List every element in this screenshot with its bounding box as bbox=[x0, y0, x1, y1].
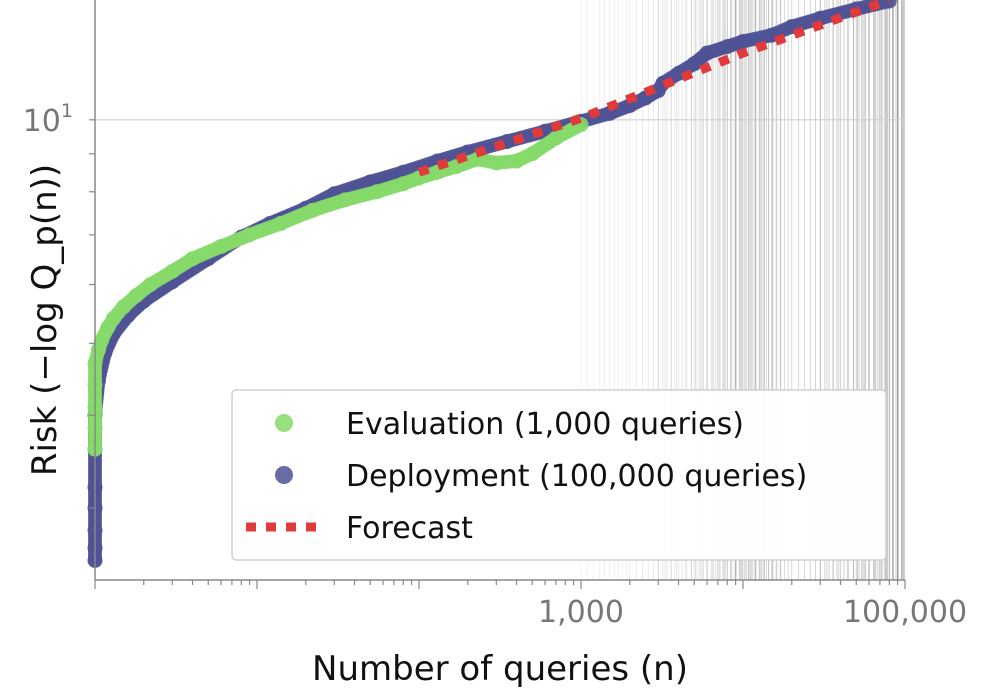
data-point bbox=[395, 176, 411, 192]
data-point bbox=[105, 311, 121, 327]
legend-marker bbox=[275, 466, 293, 484]
legend-box bbox=[231, 389, 887, 561]
data-point bbox=[881, 0, 897, 9]
legend-marker bbox=[275, 414, 293, 432]
data-point bbox=[304, 202, 320, 218]
series-layer bbox=[87, 0, 897, 568]
data-point bbox=[185, 251, 201, 267]
data-point bbox=[488, 155, 504, 171]
data-point bbox=[719, 39, 735, 55]
legend: Evaluation (1,000 queries) Deployment (10… bbox=[231, 389, 887, 561]
y-axis-label: Risk (−log Q_p(n)) bbox=[25, 164, 65, 476]
data-point bbox=[509, 153, 525, 169]
legend-label: Deployment (100,000 queries) bbox=[346, 459, 807, 494]
data-point bbox=[369, 184, 385, 200]
data-point bbox=[164, 263, 180, 279]
x-axis-label: Number of queries (n) bbox=[312, 649, 688, 689]
x-tick-label: 1,000 bbox=[538, 595, 624, 630]
axes-layer: 1,000 100,000 101 bbox=[23, 0, 967, 630]
data-point bbox=[699, 45, 715, 61]
data-point bbox=[548, 130, 564, 146]
y-tick-label: 101 bbox=[23, 100, 73, 139]
data-point bbox=[213, 239, 229, 255]
data-point bbox=[686, 56, 702, 72]
legend-label: Forecast bbox=[346, 511, 473, 546]
forecast-line bbox=[417, 0, 891, 177]
legend-label: Evaluation (1,000 queries) bbox=[346, 407, 744, 442]
x-tick-label: 100,000 bbox=[843, 595, 967, 630]
data-point bbox=[273, 216, 289, 232]
data-point bbox=[337, 192, 353, 208]
data-point bbox=[242, 227, 258, 243]
data-point bbox=[128, 287, 144, 303]
data-point bbox=[94, 332, 110, 348]
data-point bbox=[524, 146, 540, 162]
data-point bbox=[142, 277, 158, 293]
data-point bbox=[116, 299, 132, 315]
data-point bbox=[735, 33, 751, 49]
